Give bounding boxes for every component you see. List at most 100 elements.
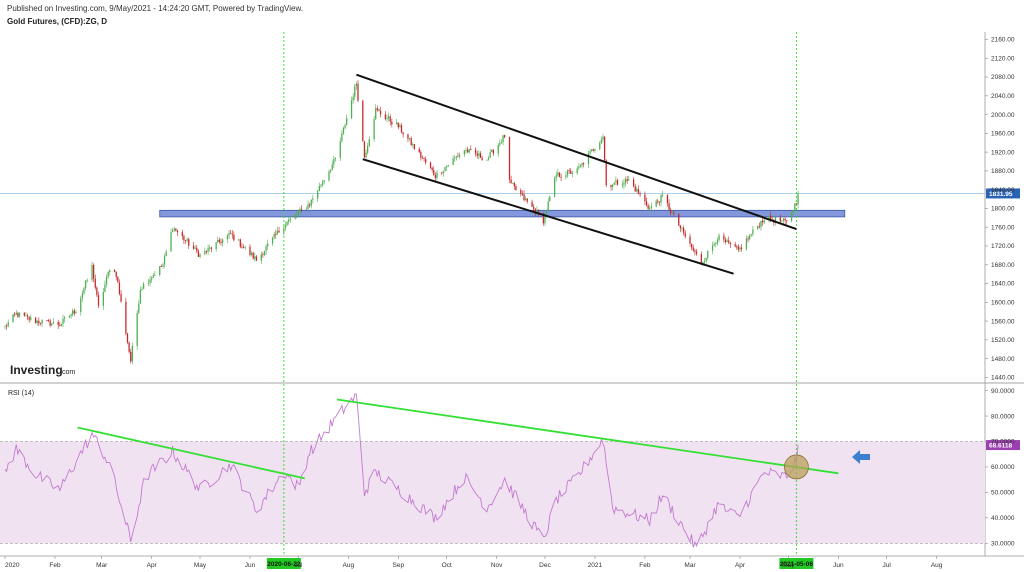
candle-up — [297, 211, 299, 215]
candle-down — [481, 157, 483, 161]
time-axis-label: Apr — [147, 562, 158, 569]
candle-up — [602, 136, 604, 140]
candle-up — [447, 165, 449, 166]
candle-up — [703, 261, 706, 263]
candle-up — [346, 118, 348, 126]
logo-suffix: .com — [60, 369, 75, 376]
candle-up — [283, 228, 285, 233]
candle-down — [181, 232, 183, 237]
candle-up — [707, 250, 709, 258]
candle-down — [94, 278, 96, 288]
price-axis-label: 2080.00 — [991, 74, 1015, 81]
candle-down — [183, 236, 185, 241]
candle-up — [244, 246, 246, 248]
candle-down — [96, 287, 98, 296]
candle-down — [466, 149, 469, 153]
candle-down — [125, 301, 127, 334]
candle-down — [389, 116, 391, 122]
candle-up — [139, 289, 142, 304]
candle-down — [657, 200, 659, 202]
price-axis-label: 1760.00 — [991, 224, 1015, 231]
candle-down — [362, 100, 364, 142]
candle-down — [97, 295, 100, 306]
candle-down — [34, 317, 37, 324]
candle-down — [175, 228, 177, 231]
candle-down — [239, 239, 241, 247]
last-price-tag — [986, 188, 1020, 199]
candle-up — [52, 321, 54, 324]
candle-down — [5, 325, 8, 327]
time-axis-label: Aug — [931, 562, 943, 569]
candle-up — [365, 152, 367, 158]
candle-up — [136, 312, 138, 346]
candle-up — [294, 214, 296, 219]
candle-up — [792, 210, 794, 213]
candle-up — [186, 239, 188, 241]
candle-up — [62, 318, 64, 324]
candle-up — [705, 257, 707, 262]
rsi-overbought-oversold-band — [0, 441, 985, 544]
candle-up — [624, 179, 627, 183]
candle-down — [26, 315, 29, 317]
candle-down — [28, 316, 30, 320]
candle-down — [231, 233, 233, 235]
candle-down — [14, 314, 16, 316]
candle-up — [499, 142, 501, 145]
candle-down — [691, 243, 693, 248]
time-axis-label: May — [194, 562, 207, 569]
candle-up — [458, 154, 461, 157]
candle-down — [249, 246, 251, 255]
candle-up — [571, 173, 574, 174]
candle-up — [265, 246, 267, 251]
time-axis-label: Jul — [883, 562, 892, 569]
candle-down — [457, 156, 459, 158]
candle-up — [355, 83, 358, 87]
price-axis-label: 2040.00 — [991, 93, 1015, 100]
candle-up — [151, 277, 153, 280]
candle-up — [497, 144, 499, 154]
candle-up — [768, 215, 770, 221]
candle-up — [15, 312, 17, 315]
candle-down — [57, 321, 59, 326]
candle-down — [670, 209, 672, 213]
candle-down — [397, 122, 399, 128]
candle-down — [769, 215, 772, 220]
price-trendline — [356, 73, 797, 231]
candle-up — [63, 317, 66, 319]
time-axis-label: Jun — [245, 562, 256, 569]
candle-up — [578, 166, 580, 169]
candle-down — [120, 294, 122, 302]
candle-down — [128, 342, 130, 352]
candle-down — [515, 186, 517, 190]
candle-up — [328, 171, 330, 181]
candle-down — [73, 310, 75, 314]
candle-down — [23, 312, 25, 316]
price-axis-label: 2120.00 — [991, 55, 1015, 62]
rsi-trendline — [336, 398, 839, 475]
candle-up — [68, 316, 71, 318]
candle-up — [589, 151, 591, 154]
candle-down — [583, 162, 585, 165]
candle-down — [666, 194, 669, 204]
candle-up — [454, 157, 456, 159]
candle-up — [396, 122, 398, 125]
candle-down — [130, 351, 132, 362]
candle-down — [728, 240, 730, 243]
candle-down — [758, 226, 760, 228]
candle-up — [86, 279, 88, 281]
candle-down — [210, 247, 212, 250]
candle-up — [566, 170, 569, 176]
candle-down — [46, 320, 48, 321]
candle-down — [220, 242, 222, 243]
candle-up — [368, 139, 370, 146]
candle-up — [739, 247, 741, 250]
candle-down — [605, 160, 607, 186]
candle-down — [508, 137, 511, 180]
candle-up — [307, 204, 309, 209]
candle-up — [623, 182, 625, 185]
candle-up — [4, 325, 6, 327]
candle-down — [729, 242, 731, 245]
price-axis-label: 2000.00 — [991, 112, 1015, 119]
candle-down — [592, 149, 594, 151]
